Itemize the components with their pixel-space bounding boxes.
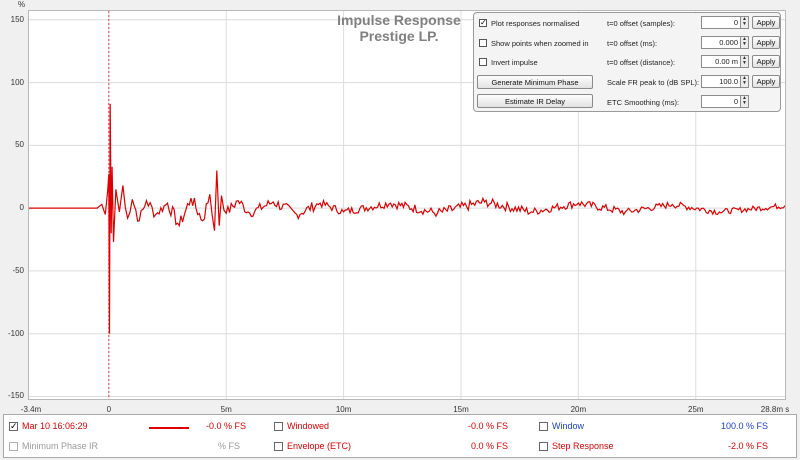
plot-normalised-label: Plot responses normalised	[491, 19, 580, 28]
t0-ms-label: t=0 offset (ms):	[607, 39, 658, 48]
legend-cb-measurement[interactable]: ✓	[9, 421, 18, 431]
t0-samples-field[interactable]: 0	[701, 16, 741, 29]
y-tick-label: 0	[19, 203, 24, 213]
invert-impulse-checkbox[interactable]	[479, 58, 487, 66]
legend-cb-envelope[interactable]	[274, 442, 283, 451]
etc-smoothing-label: ETC Smoothing (ms):	[607, 98, 680, 107]
legend-label-measurement: Mar 10 16:06:29	[22, 421, 88, 431]
t0-samples-apply-button[interactable]: Apply	[752, 16, 780, 29]
etc-smoothing-spinner[interactable]: ▲ ▼	[741, 95, 749, 108]
legend-cb-step-response[interactable]	[539, 442, 548, 451]
t0-distance-label: t=0 offset (distance):	[607, 58, 676, 67]
scale-fr-peak-spinner[interactable]: ▲ ▼	[741, 75, 749, 88]
series-line	[29, 103, 785, 334]
t0-distance-spinner[interactable]: ▲ ▼	[741, 55, 749, 68]
t0-samples-label: t=0 offset (samples):	[607, 19, 676, 28]
x-tick-label: 28.8m s	[760, 405, 790, 414]
legend-cb-window[interactable]	[539, 422, 548, 431]
show-points-checkbox[interactable]	[479, 39, 487, 47]
scale-fr-peak-label: Scale FR peak to (dB SPL):	[607, 78, 700, 87]
x-tick-label: 20m	[570, 405, 587, 414]
legend-label-minimum-phase-ir: Minimum Phase IR	[22, 441, 99, 451]
y-tick-label: 100	[10, 77, 24, 87]
legend-cb-windowed[interactable]	[274, 422, 283, 431]
t0-ms-apply-button[interactable]: Apply	[752, 36, 780, 49]
y-tick-label: -50	[12, 265, 24, 275]
controls-panel: ✓ Plot responses normalised Show points …	[473, 12, 781, 112]
legend-value-window: 100.0 % FS	[720, 421, 768, 431]
t0-ms-field[interactable]: 0.000	[701, 36, 741, 49]
x-tick-label: -3.4m	[20, 405, 42, 414]
x-tick-label: 10m	[335, 405, 352, 414]
invert-impulse-label: Invert impulse	[491, 58, 538, 67]
t0-distance-field[interactable]: 0.00 m	[701, 55, 741, 68]
legend-label-windowed: Windowed	[287, 421, 330, 431]
legend-label-step-response: Step Response	[552, 441, 614, 451]
legend-value-step-response: -2.0 % FS	[727, 441, 768, 451]
y-tick-label: -100	[7, 328, 24, 338]
legend-value-windowed: -0.0 % FS	[467, 421, 508, 431]
generate-minimum-phase-button[interactable]: Generate Minimum Phase	[477, 75, 593, 89]
y-tick-label: 150	[10, 14, 24, 24]
t0-samples-spinner[interactable]: ▲ ▼	[741, 16, 749, 29]
x-tick-label: 15m	[453, 405, 469, 414]
plot-normalised-checkbox[interactable]: ✓	[479, 18, 487, 27]
x-tick-label: 0	[106, 405, 112, 414]
chart-title-line-2: Prestige LP.	[359, 28, 439, 44]
etc-smoothing-field[interactable]: 0	[701, 95, 741, 108]
legend-value-envelope: 0.0 % FS	[470, 441, 508, 451]
x-tick-label: 5m	[220, 405, 232, 414]
y-axis-unit: %	[18, 0, 26, 9]
legend-swatch-measurement	[149, 427, 189, 429]
t0-ms-spinner[interactable]: ▲ ▼	[741, 36, 749, 49]
chart-title-line-1: Impulse Response	[337, 12, 461, 28]
scale-fr-peak-apply-button[interactable]: Apply	[752, 75, 780, 88]
legend-label-envelope: Envelope (ETC)	[287, 441, 352, 451]
y-tick-label: -150	[7, 391, 24, 401]
x-tick-label: 25m	[688, 405, 704, 414]
show-points-label: Show points when zoomed in	[491, 39, 589, 48]
y-tick-label: 50	[15, 140, 24, 150]
legend-value-minimum-phase-ir: % FS	[217, 441, 240, 451]
legend-label-window: Window	[552, 421, 585, 431]
t0-distance-apply-button[interactable]: Apply	[752, 55, 780, 68]
estimate-ir-delay-button[interactable]: Estimate IR Delay	[477, 94, 593, 108]
legend-cb-minimum-phase-ir	[9, 442, 18, 451]
chart-title: Impulse Response Prestige LP.	[318, 12, 480, 44]
legend-panel: ✓ Mar 10 16:06:29 -0.0 % FS Windowed -0.…	[3, 414, 797, 458]
legend-value-measurement: -0.0 % FS	[205, 421, 246, 431]
scale-fr-peak-field[interactable]: 100.0	[701, 75, 741, 88]
